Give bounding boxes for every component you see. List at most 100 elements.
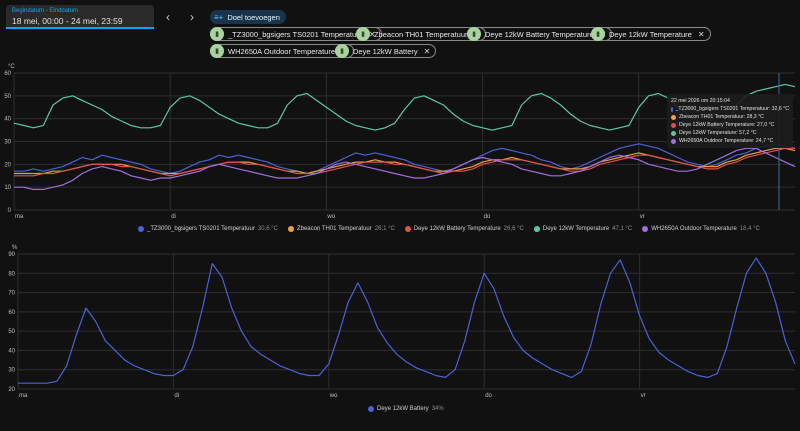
legend-label: _TZ3000_bgsigers TS0201 Temperatuur [147,226,255,232]
y-tick-label: 10 [4,185,11,191]
battery-icon: ▮ [335,44,349,58]
legend-value: 34% [431,406,444,412]
y-tick-label: 50 [4,94,11,100]
thermometer-icon: ▮ [356,27,370,41]
series-line[interactable] [14,147,796,190]
y-tick-label: 40 [8,348,15,354]
tooltip-color-dot [671,138,676,144]
thermometer-icon: ▮ [210,44,224,58]
tooltip-row-text: Deye 12kW Temperature: 57,2 °C [679,130,757,136]
legend-value: 30,6 °C [257,226,278,232]
y-axis-unit: °C [8,64,15,70]
tooltip-color-dot [671,130,676,136]
y-tick-label: 20 [8,387,15,393]
series-line[interactable] [18,257,796,384]
tooltip-row: Deye 12kW Temperature: 57,2 °C [671,129,789,137]
legend-color-dot [404,226,411,232]
y-axis-unit: % [12,245,18,251]
date-range-picker[interactable]: Begindatum - Einddatum 18 mei, 00:00 - 2… [6,5,154,29]
legend-color-dot [138,226,144,232]
y-tick-label: 30 [8,368,15,374]
y-tick-label: 90 [8,252,15,258]
thermometer-icon: ▮ [591,27,605,41]
x-tick-label: ma [15,214,24,220]
legend-color-dot [533,226,540,232]
y-tick-label: 30 [4,140,11,146]
x-tick-label: wo [326,214,335,220]
tooltip-row: Zbeacon TH01 Temperatuur: 28,3 °C [671,113,789,121]
tooltip-row-text: WH2650A Outdoor Temperature: 24,7 °C [679,138,774,144]
target-chip[interactable]: ▮ _TZ3000_bgsigers TS0201 Temperatuur ✕ [210,27,382,41]
x-tick-label: ma [19,393,28,399]
thermometer-icon: ▮ [467,27,481,41]
tooltip-row-text: Deye 12kW Battery Temperature: 27,0 °C [679,122,775,128]
legend-label: Zbeacon TH01 Temperatuur [296,226,372,232]
target-chip-label: Deye 12kW Temperature [609,29,692,39]
add-target-button[interactable]: ≡+ Doel toevoegen [210,10,286,24]
tooltip-row: WH2650A Outdoor Temperature: 24,7 °C [671,137,789,145]
y-tick-label: 80 [8,271,15,277]
target-chip-label: Deye 12kW Battery Temperature [485,29,594,39]
series-line[interactable] [14,143,796,175]
tooltip-color-dot [671,106,673,112]
legend-item[interactable]: Deye 12kW Temperature 47,1 °C [533,226,633,232]
next-period-button[interactable]: › [190,10,194,24]
tooltip-row: Deye 12kW Battery Temperature: 27,0 °C [671,121,789,129]
y-tick-label: 50 [8,329,15,335]
tooltip-color-dot [671,122,676,128]
tooltip-row: _TZ3000_bgsigers TS0201 Temperatuur: 32,… [671,105,789,113]
x-tick-label: wo [329,393,338,399]
legend-color-dot [368,406,374,412]
legend-label: Deye 12kW Battery [377,406,429,412]
legend-label: WH2650A Outdoor Temperature [651,226,737,232]
legend-item[interactable]: Zbeacon TH01 Temperatuur 26,1 °C [287,226,395,232]
legend-label: Deye 12kW Temperature [542,226,610,232]
temperature-legend: _TZ3000_bgsigers TS0201 Temperatuur 30,6… [138,226,760,232]
x-tick-label: di [174,393,179,399]
target-chip-label: WH2650A Outdoor Temperature [228,46,336,56]
chart-tooltip: 22 mei 2026 om 20:15:04 _TZ3000_bgsigers… [667,94,793,148]
x-tick-label: do [485,393,492,399]
x-tick-label: di [171,214,176,220]
y-tick-label: 60 [4,71,11,77]
add-target-label: Doel toevoegen [227,12,280,22]
tooltip-timestamp: 22 mei 2026 om 20:15:04 [671,98,730,104]
date-range-value: 18 mei, 00:00 - 24 mei, 23:59 [12,16,123,26]
legend-value: 26,1 °C [374,226,395,232]
tooltip-row-text: _TZ3000_bgsigers TS0201 Temperatuur: 32,… [675,106,789,112]
tooltip-row-text: Zbeacon TH01 Temperatuur: 28,3 °C [679,114,764,120]
date-range-label: Begindatum - Einddatum [12,8,79,14]
y-tick-label: 0 [8,208,12,214]
legend-value: 47,1 °C [612,226,633,232]
close-icon[interactable]: ✕ [423,46,431,56]
x-tick-label: vr [641,393,646,399]
battery-legend: Deye 12kW Battery 34% [368,406,444,412]
target-chip-label: Deye 12kW Battery [353,46,418,56]
legend-color-dot [287,226,294,232]
legend-item[interactable]: _TZ3000_bgsigers TS0201 Temperatuur 30,6… [138,226,278,232]
previous-period-button[interactable]: ‹ [166,10,170,24]
thermometer-icon: ▮ [210,27,224,41]
y-tick-label: 60 [8,310,15,316]
target-chip-label: Zbeacon TH01 Temperatuur [374,29,468,39]
y-tick-label: 40 [4,117,11,123]
series-line[interactable] [13,83,796,131]
legend-label: Deye 12kW Battery Temperature [413,226,501,232]
target-chip[interactable]: ▮ Deye 12kW Temperature ✕ [591,27,711,41]
legend-value: 26,6 °C [503,226,524,232]
add-list-icon: ≡+ [214,12,224,22]
legend-item[interactable]: WH2650A Outdoor Temperature 18,4 °C [642,226,760,232]
legend-color-dot [642,226,649,232]
legend-item[interactable]: Deye 12kW Battery Temperature 26,6 °C [404,226,524,232]
series-line[interactable] [14,147,795,177]
tooltip-color-dot [671,114,676,120]
close-icon[interactable]: ✕ [368,29,376,39]
target-chip[interactable]: ▮ Deye 12kW Battery ✕ [335,44,437,58]
x-tick-label: vr [640,214,645,220]
legend-item[interactable]: Deye 12kW Battery 34% [368,406,444,412]
close-icon[interactable]: ✕ [697,29,705,39]
y-tick-label: 20 [4,162,11,168]
y-tick-label: 70 [8,291,15,297]
